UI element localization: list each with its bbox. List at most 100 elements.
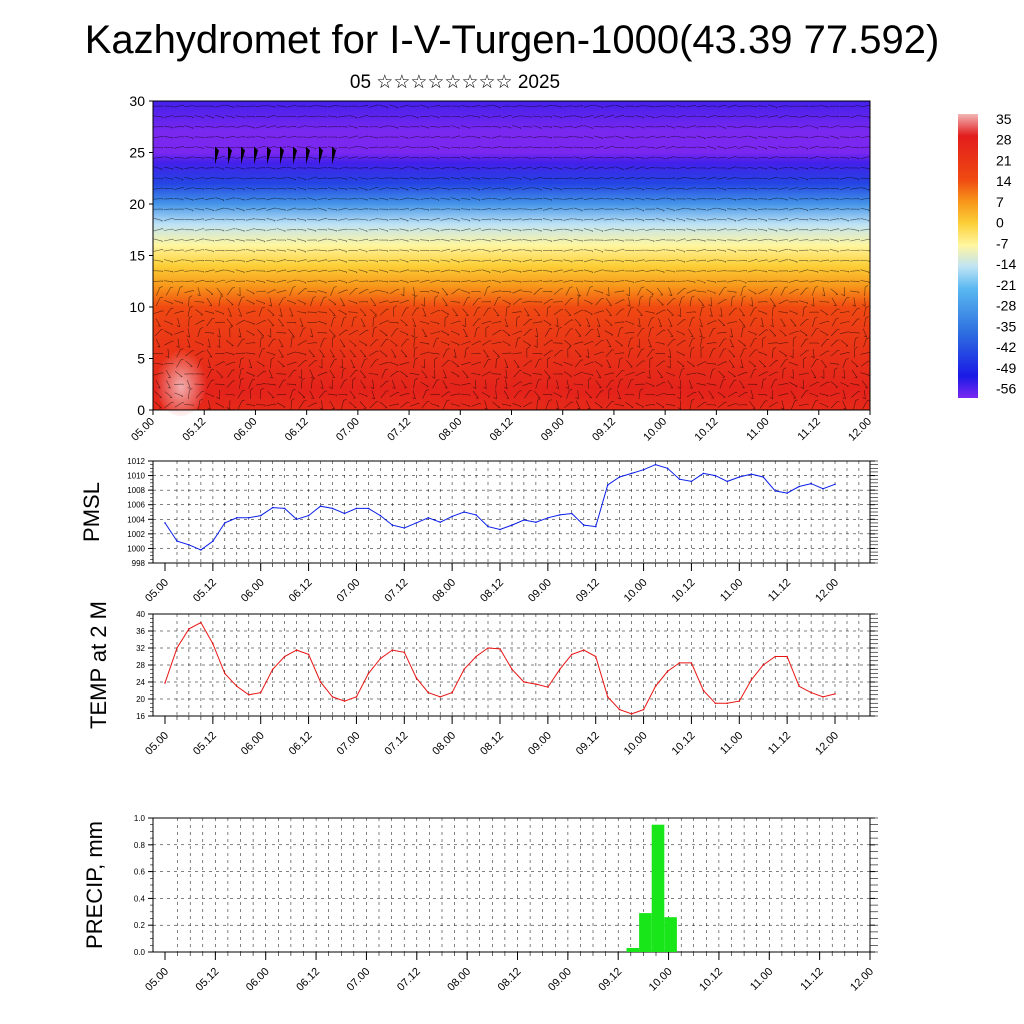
- wind-barb: [768, 259, 778, 263]
- wind-barb-feather: [866, 337, 870, 340]
- wind-barb: [594, 228, 603, 232]
- wind-barb: [676, 330, 685, 335]
- wind-barb: [534, 308, 541, 316]
- wind-barb: [583, 249, 593, 252]
- wind-barb-feather: [284, 230, 286, 233]
- wind-barb: [819, 280, 829, 282]
- wind-barb: [809, 269, 819, 273]
- wind-barb-feather: [746, 238, 748, 240]
- wind-barb: [483, 349, 489, 358]
- wind-barb-feather: [437, 230, 440, 232]
- wind-barb-feather: [667, 355, 672, 359]
- wind-barb: [676, 288, 685, 295]
- wind-barb-feather: [264, 282, 266, 284]
- wind-barb: [440, 177, 450, 180]
- wind-barb: [359, 401, 367, 409]
- wind-barb: [532, 166, 542, 170]
- wind-barb: [556, 317, 559, 327]
- wind-barb: [542, 167, 552, 169]
- wind-barb-feather: [643, 228, 645, 231]
- wind-barb: [248, 359, 253, 368]
- wind-barb-feather: [766, 115, 768, 117]
- wind-barb: [665, 372, 675, 376]
- wind-barb: [656, 298, 664, 306]
- wind-barb: [563, 371, 572, 377]
- wind-barb: [594, 187, 603, 190]
- wind-barb-feather: [457, 375, 460, 378]
- wind-barb: [419, 269, 429, 273]
- wind-barb-feather: [715, 218, 717, 220]
- wind-barb-feather: [203, 228, 205, 230]
- wind-barb: [645, 228, 655, 231]
- wind-barb: [799, 269, 808, 273]
- wind-barb: [358, 208, 368, 210]
- wind-barb-feather: [699, 325, 703, 327]
- wind-barb-feather: [843, 407, 847, 410]
- wind-barb: [440, 330, 450, 336]
- wind-barb: [471, 136, 481, 138]
- wind-barb: [391, 349, 397, 358]
- wind-barb-feather: [489, 137, 491, 140]
- wind-barb: [747, 167, 757, 169]
- wind-barb: [778, 248, 788, 252]
- wind-barb-feather: [503, 376, 508, 379]
- wind-barb: [697, 298, 705, 306]
- wind-barb-feather: [274, 177, 276, 179]
- wind-barb: [256, 105, 266, 107]
- wind-barb: [597, 328, 601, 338]
- wind-barb: [430, 126, 440, 128]
- wind-barb: [819, 187, 829, 190]
- wind-barb: [307, 208, 317, 210]
- wind-barb: [235, 136, 245, 138]
- wind-barb: [655, 341, 665, 345]
- wind-barb: [564, 339, 572, 347]
- wind-barb: [153, 249, 163, 252]
- wind-barb-feather: [192, 199, 194, 201]
- wind-barb: [164, 300, 173, 304]
- wind-barb: [227, 370, 233, 378]
- wind-barb-feather: [397, 403, 400, 405]
- wind-barb-feather: [305, 340, 307, 342]
- wind-barb: [515, 338, 518, 348]
- wind-barb-feather: [489, 371, 492, 373]
- wind-barb: [409, 166, 419, 170]
- wind-barb: [696, 383, 706, 386]
- wind-barb: [768, 187, 778, 190]
- wind-barb-feather: [714, 281, 716, 284]
- wind-barb-feather: [813, 377, 816, 379]
- wind-barb-feather: [193, 105, 195, 107]
- wind-barb: [512, 198, 522, 200]
- wind-barb: [163, 156, 173, 160]
- wind-barb-feather: [437, 405, 440, 408]
- data-point: [427, 691, 430, 694]
- wind-barb-feather: [845, 358, 849, 360]
- wind-barb: [297, 187, 306, 190]
- wind-barb-feather: [290, 315, 294, 317]
- wind-barb: [421, 370, 428, 378]
- wind-barb: [727, 321, 737, 324]
- wind-barb: [522, 290, 532, 293]
- wind-barb-feather: [187, 387, 191, 389]
- wind-barb: [491, 228, 501, 231]
- wind-barb: [359, 329, 367, 336]
- wind-barb: [327, 393, 337, 396]
- wind-barb: [586, 287, 591, 296]
- wind-barb-feather: [760, 325, 764, 328]
- wind-barb: [462, 370, 469, 378]
- wind-barb-feather: [653, 240, 655, 243]
- wind-barb: [594, 290, 603, 294]
- x-tick-label: 10.12: [670, 577, 698, 605]
- wind-barb: [522, 208, 532, 210]
- wind-barb-feather: [490, 187, 492, 189]
- wind-barb: [451, 371, 460, 377]
- wind-barb: [614, 238, 624, 242]
- wind-barb-feather: [602, 310, 605, 312]
- data-point: [379, 514, 382, 517]
- wind-barb-feather: [335, 230, 337, 232]
- wind-barb-feather: [852, 304, 856, 307]
- wind-barb-feather: [459, 320, 461, 323]
- wind-barb: [727, 126, 737, 128]
- wind-barb: [614, 187, 624, 190]
- data-point: [176, 540, 178, 542]
- wind-barb-feather: [438, 323, 440, 325]
